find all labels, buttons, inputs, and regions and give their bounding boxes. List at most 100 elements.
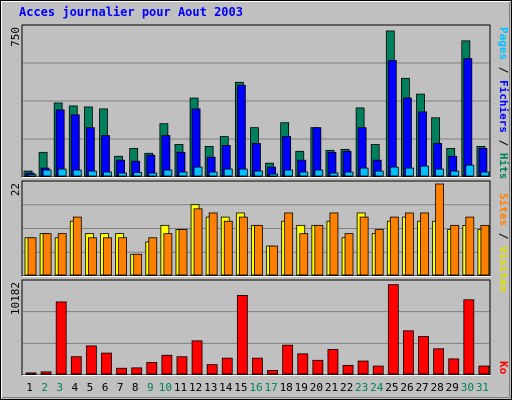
bar-sites-day-27 — [420, 212, 429, 276]
day-label-7: 7 — [117, 381, 124, 394]
day-label-30: 30 — [461, 381, 474, 394]
legend-kb: Ko — [497, 361, 510, 375]
bar-pages-day-28 — [435, 168, 445, 177]
bar-sites-day-24 — [374, 229, 384, 276]
bar-sites-day-14 — [223, 220, 233, 276]
bar-pages-day-27 — [420, 165, 429, 177]
bar-kb-day-15 — [236, 295, 248, 375]
bar-kb-day-10 — [161, 354, 173, 375]
bar-sites-day-19 — [299, 233, 309, 276]
bar-kb-day-22 — [342, 364, 354, 375]
bar-sites-day-18 — [284, 212, 294, 276]
day-label-9: 9 — [147, 381, 154, 394]
panel-hits-bars — [23, 30, 490, 177]
bar-files-day-30 — [463, 58, 473, 177]
bar-sites-day-5 — [87, 237, 97, 276]
day-label-23: 23 — [355, 381, 368, 394]
day-label-14: 14 — [219, 381, 233, 394]
bar-kb-day-1 — [25, 372, 37, 375]
day-label-28: 28 — [431, 381, 444, 394]
bar-kb-day-19 — [297, 353, 309, 375]
panel-visits-ymax-label: 22 — [9, 183, 22, 196]
bar-pages-day-9 — [148, 172, 158, 177]
bar-sites-day-8 — [133, 253, 143, 276]
bar-kb-day-17 — [267, 369, 278, 375]
bar-files-day-6 — [101, 135, 110, 177]
bar-sites-day-12 — [193, 208, 203, 276]
day-label-20: 20 — [310, 381, 323, 394]
bar-pages-day-20 — [314, 169, 324, 177]
legend-sites: Sites — [497, 193, 510, 226]
bar-kb-day-16 — [252, 357, 263, 375]
bar-sites-day-4 — [72, 216, 82, 276]
bar-pages-day-11 — [178, 171, 188, 177]
bar-sites-day-2 — [42, 233, 52, 276]
bar-kb-day-2 — [40, 371, 52, 375]
bar-pages-day-25 — [389, 166, 399, 177]
bar-sites-day-15 — [238, 216, 248, 276]
bar-kb-day-29 — [448, 358, 460, 375]
bar-sites-day-11 — [178, 229, 188, 276]
day-label-3: 3 — [56, 381, 63, 394]
bar-pages-day-16 — [254, 170, 263, 177]
day-label-10: 10 — [159, 381, 172, 394]
bar-sites-day-16 — [254, 224, 263, 276]
bar-pages-day-21 — [329, 172, 339, 177]
bar-sites-day-23 — [359, 216, 369, 276]
bar-sites-day-28 — [435, 183, 445, 276]
day-label-6: 6 — [102, 381, 109, 394]
bar-kb-day-23 — [357, 360, 369, 375]
chart-title: Acces journalier pour Aout 2003 — [19, 5, 243, 19]
bar-pages-day-30 — [465, 164, 475, 177]
day-label-1: 1 — [26, 381, 33, 394]
bar-kb-day-14 — [221, 357, 233, 375]
day-label-11: 11 — [174, 381, 187, 394]
panel-hits-legend: Pages / Fichiers / Hits — [497, 27, 510, 179]
bar-sites-day-3 — [57, 233, 67, 276]
day-label-15: 15 — [234, 381, 247, 394]
panel-hits-ymax-label: 750 — [9, 27, 22, 47]
day-label-13: 13 — [204, 381, 217, 394]
bar-pages-day-2 — [42, 169, 52, 177]
bar-pages-day-1 — [27, 174, 37, 177]
bar-kb-day-11 — [176, 356, 188, 375]
bar-sites-day-17 — [269, 245, 278, 276]
legend-sep-1: / — [497, 60, 510, 80]
bar-kb-day-9 — [146, 362, 158, 375]
bar-pages-day-24 — [374, 170, 384, 177]
bar-kb-day-4 — [70, 356, 82, 375]
bar-sites-day-21 — [329, 212, 339, 276]
bar-sites-day-1 — [27, 237, 37, 276]
bar-pages-day-17 — [269, 173, 278, 177]
day-label-25: 25 — [385, 381, 398, 394]
legend-files: Fichiers — [497, 80, 510, 133]
panel-kb-legend: Ko — [497, 361, 510, 375]
bar-pages-day-14 — [223, 168, 233, 177]
bar-pages-day-12 — [193, 166, 203, 177]
bar-files-day-26 — [403, 97, 412, 177]
bar-files-day-21 — [327, 151, 337, 177]
bar-files-day-5 — [85, 127, 95, 177]
bar-kb-day-18 — [282, 344, 294, 375]
bar-kb-day-6 — [101, 352, 112, 375]
day-label-4: 4 — [72, 381, 79, 394]
bar-sites-day-10 — [163, 233, 173, 276]
day-label-29: 29 — [446, 381, 459, 394]
bar-sites-day-29 — [450, 224, 460, 276]
bar-files-day-25 — [387, 60, 397, 177]
day-label-8: 8 — [132, 381, 139, 394]
day-label-27: 27 — [415, 381, 428, 394]
bar-pages-day-6 — [103, 171, 112, 177]
bar-pages-day-4 — [72, 169, 82, 177]
bar-kb-day-27 — [418, 336, 429, 375]
day-labels: 1 2 3 4 5 6 7 8 9 10 11 12 13 14 15 16 17 18 19 20 21 22 23 24 2… — [26, 381, 489, 394]
bar-files-day-4 — [70, 114, 80, 177]
bar-kb-day-5 — [85, 345, 97, 375]
bar-sites-day-26 — [405, 212, 414, 276]
bar-pages-day-3 — [57, 168, 67, 177]
panel-visits-bars — [24, 183, 490, 276]
bar-pages-day-13 — [208, 171, 218, 177]
day-label-22: 22 — [340, 381, 353, 394]
bar-kb-day-25 — [387, 284, 399, 375]
